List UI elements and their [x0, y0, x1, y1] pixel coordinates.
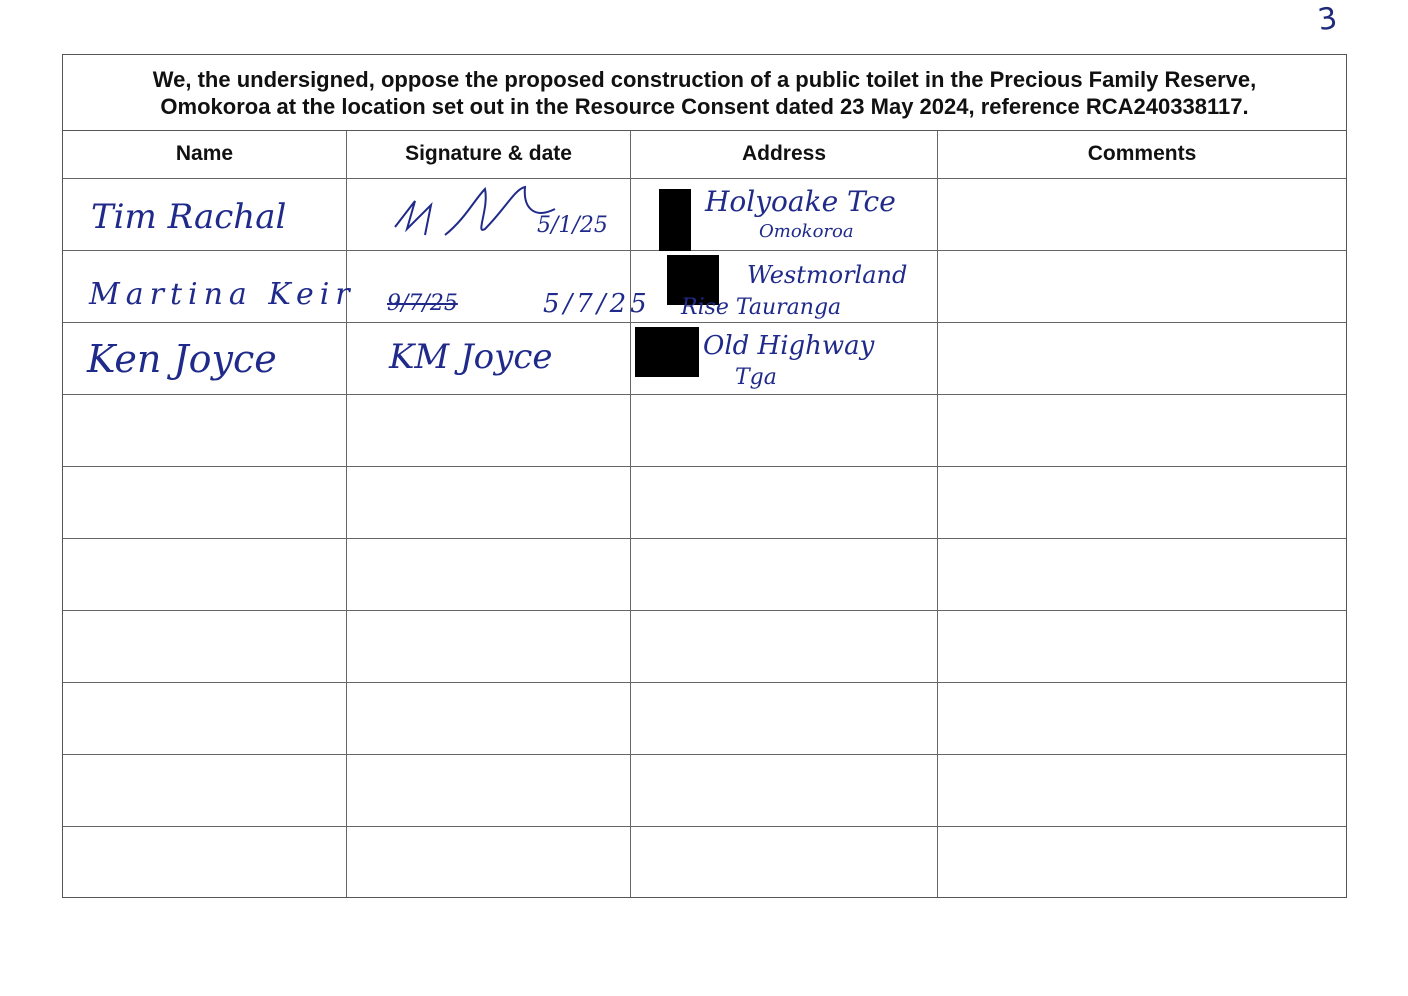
address-cell	[631, 827, 938, 897]
address-line-1: Westmorland	[747, 261, 908, 289]
address-cell	[631, 683, 938, 754]
handwritten-name: Tim Rachal	[91, 197, 287, 237]
column-header-address: Address	[631, 131, 938, 178]
table-row: Ken Joyce KM Joyce Old Highway Tga	[63, 323, 1346, 395]
address-cell: Holyoake Tce Omokoroa	[631, 179, 938, 251]
signature-grid: Name Signature & date Address Comments T…	[63, 131, 1346, 897]
table-row	[63, 611, 1346, 683]
redaction-block	[635, 327, 699, 377]
comments-cell	[938, 467, 1346, 538]
signature-cell	[347, 539, 631, 610]
address-line-1: Holyoake Tce	[705, 185, 896, 218]
address-cell	[631, 755, 938, 826]
comments-cell	[938, 539, 1346, 610]
name-cell	[63, 755, 347, 826]
comments-cell	[938, 323, 1346, 394]
comments-cell	[938, 827, 1346, 897]
signature-cell	[347, 827, 631, 897]
address-line-2: Rise Tauranga	[681, 295, 842, 320]
table-row	[63, 467, 1346, 539]
name-cell: Ken Joyce	[63, 323, 347, 394]
signature-cell: 5/1/25	[347, 179, 631, 250]
name-cell	[63, 539, 347, 610]
signature-cell: KM Joyce	[347, 323, 631, 394]
comments-cell	[938, 611, 1346, 682]
comments-cell	[938, 179, 1346, 250]
name-cell: Martina Keir	[63, 251, 350, 322]
address-cell: Old Highway Tga	[631, 323, 938, 394]
address-cell	[631, 611, 938, 682]
address-line-2: Tga	[735, 365, 777, 390]
signature-cell	[347, 395, 631, 466]
address-cell	[631, 539, 938, 610]
table-row	[63, 395, 1346, 467]
column-header-name: Name	[63, 131, 347, 178]
address-cell: Westmorland Rise Tauranga	[631, 251, 938, 322]
table-row: Tim Rachal 5/1/25 Holyoake Tce Omokoroa	[63, 179, 1346, 251]
name-cell	[63, 395, 347, 466]
address-line-1: Old Highway	[703, 331, 875, 361]
name-cell	[63, 467, 347, 538]
handwritten-name: Ken Joyce	[87, 337, 277, 381]
heading-line-1: We, the undersigned, oppose the proposed…	[152, 67, 1257, 92]
name-cell	[63, 611, 347, 682]
signature-scribble	[394, 185, 556, 236]
signature-cell	[347, 467, 631, 538]
address-cell	[631, 467, 938, 538]
comments-cell	[938, 683, 1346, 754]
name-cell: Tim Rachal	[63, 179, 347, 250]
name-cell	[63, 827, 347, 897]
handwritten-name: Martina Keir	[89, 277, 356, 312]
signature-cell	[347, 611, 631, 682]
page-number: 3	[1315, 0, 1340, 39]
name-cell	[63, 683, 347, 754]
struck-signature-date: 9/7/25	[387, 291, 458, 316]
table-row	[63, 827, 1346, 897]
signature-cell	[347, 755, 631, 826]
redaction-block	[659, 189, 691, 251]
signature-cell: 9/7/25 5/7/25	[347, 251, 647, 322]
table-row: Martina Keir 9/7/25 5/7/25 Westmorland R…	[63, 251, 1346, 323]
table-row	[63, 539, 1346, 611]
signature-name: KM Joyce	[389, 337, 553, 377]
column-header-signature: Signature & date	[347, 131, 631, 178]
column-header-comments: Comments	[1087, 142, 1197, 165]
address-cell	[631, 395, 938, 466]
signature-date: 5/1/25	[537, 213, 608, 238]
redaction-block	[667, 255, 719, 305]
petition-table: We, the undersigned, oppose the proposed…	[62, 54, 1347, 898]
column-header-row: Name Signature & date Address Comments	[63, 131, 1346, 179]
signature-cell	[347, 683, 631, 754]
heading-line-2: Omokoroa at the location set out in the …	[160, 94, 1249, 119]
table-row	[63, 755, 1346, 827]
address-line-2: Omokoroa	[759, 221, 854, 242]
petition-heading: We, the undersigned, oppose the proposed…	[63, 55, 1346, 131]
comments-cell	[938, 251, 1346, 322]
signature-date: 5/7/25	[543, 289, 651, 319]
comments-cell	[938, 755, 1346, 826]
table-row	[63, 683, 1346, 755]
comments-cell	[938, 395, 1346, 466]
